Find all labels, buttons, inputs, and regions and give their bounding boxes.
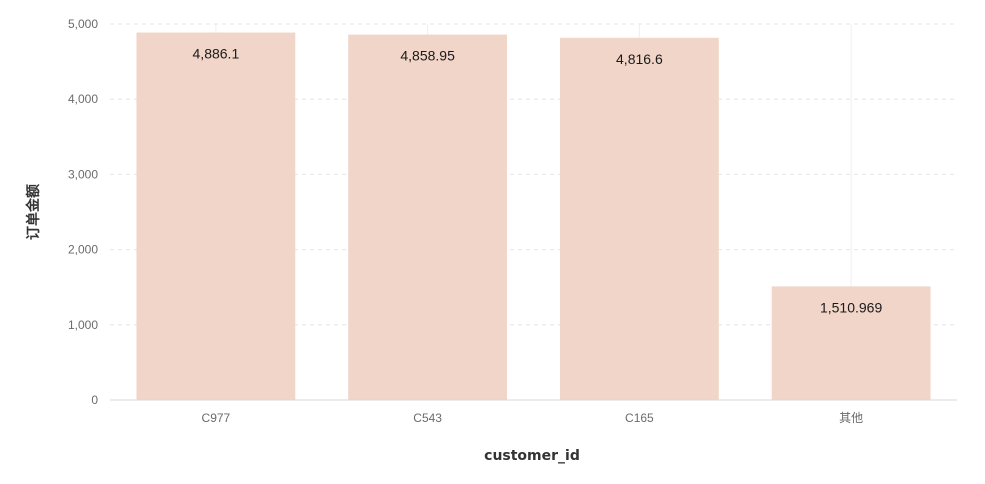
x-tick-label: C165	[625, 411, 654, 425]
bar-3[interactable]	[771, 286, 931, 400]
bars-layer	[136, 32, 931, 401]
x-axis-ticks: C977 C543 C165 其他	[202, 411, 864, 425]
bar-2[interactable]	[559, 37, 719, 400]
y-tick-label: 0	[91, 393, 98, 407]
y-tick-label: 1,000	[68, 318, 98, 332]
x-axis-title: customer_id	[484, 448, 580, 464]
x-tick-label: 其他	[839, 411, 863, 425]
bar-0[interactable]	[136, 32, 296, 401]
y-tick-label: 4,000	[68, 92, 98, 106]
y-tick-label: 5,000	[68, 17, 98, 31]
bar-1[interactable]	[348, 34, 508, 400]
y-tick-label: 3,000	[68, 167, 98, 181]
data-label: 4,886.1	[193, 46, 240, 62]
y-tick-label: 2,000	[68, 243, 98, 257]
data-labels-layer: 4,886.1 4,858.95 4,816.6 1,510.969	[193, 46, 883, 316]
y-axis-ticks: 0 1,000 2,000 3,000 4,000 5,000	[68, 17, 98, 407]
data-label: 4,816.6	[616, 51, 663, 67]
y-axis-title: 订单金额	[25, 184, 42, 240]
data-label: 1,510.969	[820, 299, 882, 315]
data-label: 4,858.95	[400, 48, 455, 64]
x-tick-label: C543	[413, 411, 442, 425]
x-tick-label: C977	[202, 411, 231, 425]
